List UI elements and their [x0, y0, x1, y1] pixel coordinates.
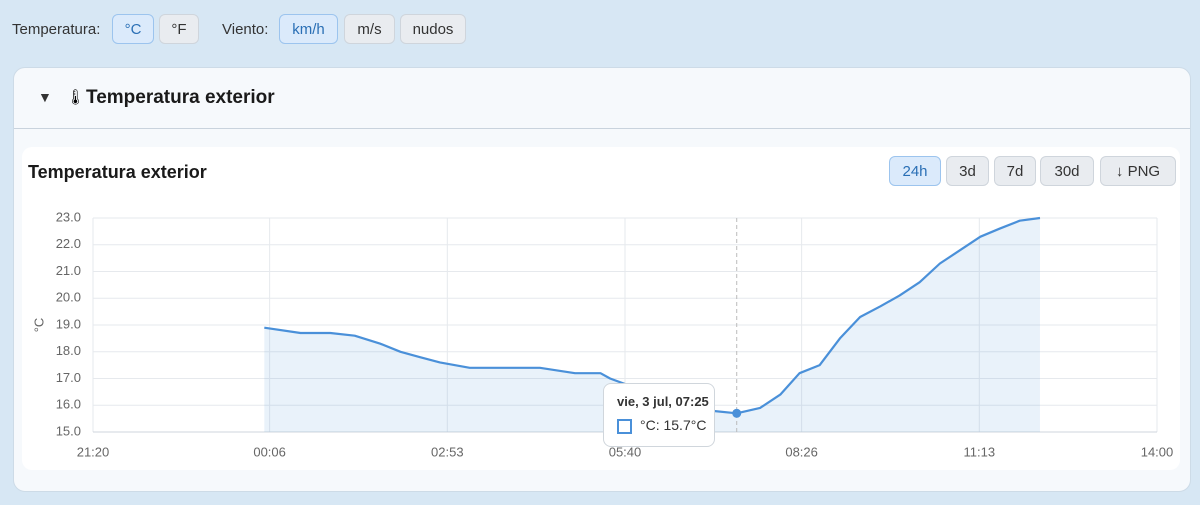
- y-tick-label: 20.0: [56, 290, 81, 305]
- y-tick-label: 15.0: [56, 423, 81, 438]
- y-tick-label: 21.0: [56, 263, 81, 278]
- range-button[interactable]: 7d: [994, 156, 1036, 186]
- tooltip-label: °C: 15.7°C: [640, 417, 707, 433]
- y-tick-label: 22.0: [56, 236, 81, 251]
- y-axis-label: °C: [31, 318, 46, 333]
- thermometer-icon: 🌡: [66, 89, 86, 106]
- unit-button[interactable]: nudos: [400, 14, 466, 44]
- collapse-icon: ▼: [38, 89, 52, 105]
- hover-point: [732, 408, 742, 418]
- y-tick-label: 19.0: [56, 316, 81, 331]
- range-button[interactable]: 24h: [889, 156, 941, 186]
- range-button[interactable]: 30d: [1040, 156, 1094, 186]
- x-tick-label: 11:13: [964, 444, 996, 459]
- x-tick-label: 08:26: [785, 444, 818, 459]
- wind-label: Viento:: [222, 21, 269, 38]
- y-tick-label: 17.0: [56, 370, 81, 385]
- y-tick-label: 16.0: [56, 397, 81, 412]
- chart-title: Temperatura exterior: [28, 162, 207, 182]
- export-button[interactable]: ↓ PNG: [1100, 156, 1176, 186]
- panel-title: Temperatura exterior: [86, 87, 275, 108]
- unit-button[interactable]: °C: [112, 14, 154, 44]
- panel-header[interactable]: ▼ 🌡 Temperatura exterior: [14, 68, 1190, 129]
- x-tick-label: 14:00: [1141, 444, 1174, 459]
- tooltip-swatch: [617, 419, 632, 434]
- temp-label: Temperatura:: [12, 21, 101, 38]
- unit-button[interactable]: °F: [159, 14, 199, 44]
- x-tick-label: 05:40: [609, 444, 642, 459]
- x-tick-label: 00:06: [253, 444, 286, 459]
- y-tick-label: 23.0: [56, 209, 81, 224]
- area: [264, 218, 1040, 432]
- tooltip: vie, 3 jul, 07:25 °C: 15.7°C: [603, 383, 715, 447]
- unit-button[interactable]: m/s: [344, 14, 395, 44]
- x-tick-label: 21:20: [77, 444, 110, 459]
- y-tick-label: 18.0: [56, 343, 81, 358]
- unit-button[interactable]: km/h: [279, 14, 338, 44]
- x-tick-label: 02:53: [431, 444, 464, 459]
- range-button[interactable]: 3d: [946, 156, 989, 186]
- tooltip-title: vie, 3 jul, 07:25: [617, 394, 709, 409]
- chart-card: Temperatura exterior: [22, 147, 1180, 470]
